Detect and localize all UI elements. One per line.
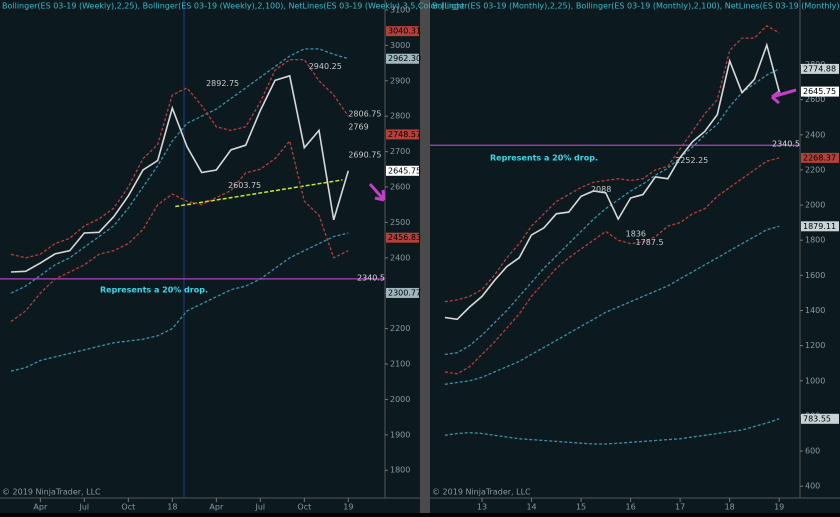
price-marker	[801, 63, 839, 74]
level-label: 2603.75	[228, 181, 261, 190]
x-tick-label: 19	[343, 503, 353, 512]
price-marker-label: 2962.30	[388, 54, 421, 63]
y-tick-label: 2700	[390, 147, 410, 156]
y-tick-label: 3000	[390, 41, 410, 50]
drop-level-label: 2340.5	[772, 140, 800, 149]
y-tick-label: 1800	[390, 466, 410, 475]
arrow	[368, 183, 386, 202]
price-marker-label: 2774.88	[803, 64, 836, 73]
price-marker	[801, 221, 839, 232]
x-tick-label: Oct	[297, 503, 311, 512]
x-tick-label: 13	[477, 503, 487, 512]
series-line	[10, 58, 349, 259]
x-tick-label: Jul	[255, 503, 266, 512]
price-marker-label: 2645.75	[803, 87, 836, 96]
y-tick-label: 1900	[390, 430, 410, 439]
y-tick-label: 2200	[805, 165, 825, 174]
annotation: Represents a 20% drop.	[490, 154, 598, 163]
price-marker	[386, 165, 419, 176]
chart-header: Bollinger(ES 03-19 (Monthly),2,25), Boll…	[432, 2, 840, 11]
y-tick-label: 2400	[805, 130, 825, 139]
price-marker-label: 2748.57	[388, 130, 421, 139]
level-label: 2252.25	[675, 156, 708, 165]
y-tick-label: 2600	[805, 95, 825, 104]
y-tick-label: 3100	[390, 6, 410, 15]
price-marker	[801, 86, 839, 97]
y-tick-label: 2200	[390, 324, 410, 333]
x-tick-label: Apr	[33, 503, 48, 512]
y-tick-label: 2400	[390, 253, 410, 262]
price-marker	[386, 26, 419, 37]
price-marker	[386, 129, 419, 140]
level-label: 2690.75	[348, 150, 381, 159]
y-tick-label: 1400	[805, 306, 825, 315]
price-marker	[386, 232, 419, 243]
series-line	[444, 24, 780, 303]
y-tick-label: 2000	[805, 201, 825, 210]
series-line	[10, 48, 349, 294]
level-label: 2769	[348, 123, 368, 132]
y-tick-label: 2900	[390, 76, 410, 85]
x-tick-label: 18	[725, 503, 735, 512]
level-label: 1836	[626, 229, 646, 238]
series-line	[444, 157, 780, 375]
y-tick-label: 2600	[390, 183, 410, 192]
annotation: Represents a 20% drop.	[100, 286, 208, 295]
price-marker-label: 2645.75	[388, 166, 421, 175]
series-line	[10, 139, 349, 323]
level-label: 2806.75	[348, 109, 381, 118]
price-marker	[801, 413, 839, 424]
x-tick-label: Jul	[79, 503, 90, 512]
chart-header: Bollinger(ES 03-19 (Weekly),2,25), Bolli…	[2, 2, 464, 11]
price-marker	[386, 287, 419, 298]
price-marker-label: 2456.83	[388, 233, 421, 242]
y-tick-label: 2000	[390, 395, 410, 404]
y-tick-label: 1000	[805, 376, 825, 385]
y-tick-label: 1200	[805, 341, 825, 350]
x-tick-label: Apr	[209, 503, 224, 512]
price-marker-label: 3040.31	[388, 27, 421, 36]
x-tick-label: 14	[526, 503, 536, 512]
y-tick-label: 2500	[390, 218, 410, 227]
y-tick-label: 600	[805, 447, 820, 456]
arrow	[771, 88, 797, 105]
series-line	[444, 42, 780, 321]
x-tick-label: Oct	[121, 503, 135, 512]
series-line	[444, 418, 780, 445]
drop-level-label: 2340.5	[357, 273, 385, 282]
x-tick-label: 18	[167, 503, 177, 512]
level-label: 2088	[591, 185, 611, 194]
y-tick-label: 2100	[390, 360, 410, 369]
level-label: 2892.75	[206, 79, 239, 88]
y-tick-label: 2800	[390, 112, 410, 121]
price-marker-label: 783.55	[803, 414, 831, 423]
x-tick-label: 19	[774, 503, 784, 512]
price-marker-label: 2300.77	[388, 288, 421, 297]
x-tick-label: 17	[675, 503, 685, 512]
series-line	[10, 74, 350, 273]
footer: © 2019 NinjaTrader, LLC	[2, 488, 101, 497]
level-label: 1787.5	[636, 238, 664, 247]
x-tick-label: 16	[626, 503, 636, 512]
panel-divider	[420, 0, 430, 513]
y-tick-label: 1600	[805, 271, 825, 280]
x-tick-label: 15	[576, 503, 586, 512]
y-tick-label: 1800	[805, 236, 825, 245]
y-tick-label: 400	[805, 482, 820, 491]
price-marker	[386, 53, 419, 64]
footer: © 2019 NinjaTrader, LLC	[432, 488, 531, 497]
price-marker	[801, 152, 839, 163]
price-marker-label: 1879.11	[803, 222, 836, 231]
price-marker-label: 2268.37	[803, 153, 836, 162]
level-label: 2940.25	[309, 62, 342, 71]
trendline	[175, 179, 343, 208]
